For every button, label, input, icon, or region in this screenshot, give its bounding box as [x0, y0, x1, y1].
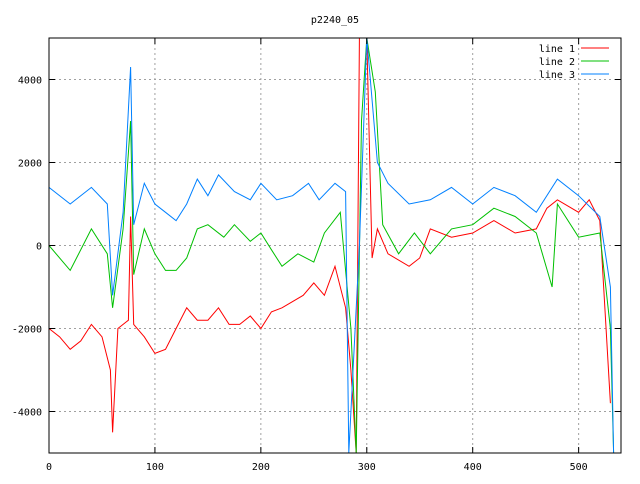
chart-title: p2240_05	[311, 15, 359, 26]
y-tick-label: 0	[36, 242, 42, 253]
grid	[49, 38, 621, 453]
series-line-2	[49, 38, 615, 453]
legend-label: line 3	[539, 70, 575, 81]
legend: line 1 line 2 line 3	[539, 44, 609, 81]
ticks: 0 100 200 300 400 500 -4000 -2000 0 2000 4000	[12, 38, 621, 473]
y-tick-label: 2000	[18, 159, 42, 170]
y-tick-label: -4000	[12, 408, 42, 419]
legend-label: line 1	[539, 44, 575, 55]
x-tick-label: 100	[146, 462, 164, 473]
series-group	[49, 38, 615, 453]
y-tick-label: 4000	[18, 76, 42, 87]
x-tick-label: 300	[358, 462, 376, 473]
series-line-3	[49, 38, 615, 453]
legend-label: line 2	[539, 57, 575, 68]
series-line-1	[49, 38, 611, 453]
x-tick-label: 400	[464, 462, 482, 473]
y-tick-label: -2000	[12, 325, 42, 336]
x-tick-label: 200	[252, 462, 270, 473]
x-tick-label: 500	[570, 462, 588, 473]
x-tick-label: 0	[46, 462, 52, 473]
